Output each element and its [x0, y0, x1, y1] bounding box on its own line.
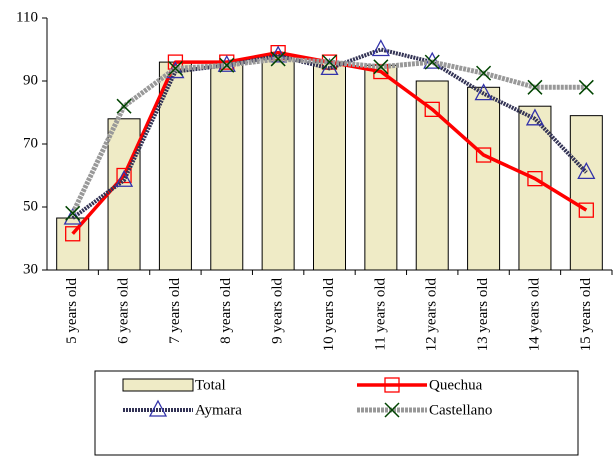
y-tick-label: 30 [23, 261, 38, 277]
line-marker [167, 60, 183, 76]
y-tick-label: 110 [16, 9, 38, 25]
bar [313, 61, 346, 271]
bar [107, 118, 141, 271]
x-tick-label: 5 years old [64, 278, 80, 344]
legend-marker [148, 399, 168, 417]
x-tick-label: 11 years old [372, 278, 388, 351]
bar [56, 217, 90, 271]
bar [518, 105, 552, 271]
line-marker [116, 167, 132, 184]
x-tick-label: 9 years old [270, 278, 286, 344]
legend-box [94, 370, 579, 456]
line-marker [527, 170, 543, 187]
line-marker [65, 226, 81, 242]
x-tick-label: 14 years old [526, 278, 542, 352]
x-tick-label: 12 years old [424, 278, 440, 352]
x-tick-label: 10 years old [321, 278, 337, 352]
line-marker [219, 57, 235, 73]
bar [261, 55, 295, 271]
bar [210, 61, 244, 271]
legend-label: Castellano [429, 402, 492, 418]
line-marker [525, 108, 545, 126]
line-marker [371, 39, 390, 57]
line-marker [321, 54, 338, 70]
y-tick-label: 50 [23, 198, 38, 214]
legend-marker [384, 377, 400, 393]
line-marker [577, 161, 596, 179]
line-marker [424, 54, 440, 70]
line-marker [476, 65, 492, 81]
bar [569, 115, 603, 271]
legend-label: Total [195, 377, 226, 393]
x-tick-label: 15 years old [578, 278, 594, 352]
line-marker [424, 101, 440, 117]
x-tick-label: 6 years old [115, 278, 131, 344]
line-marker [373, 59, 389, 75]
x-tick-label: 13 years old [475, 278, 491, 352]
line-marker [475, 147, 492, 163]
line-marker [116, 98, 132, 114]
x-tick-label: 8 years old [218, 278, 234, 344]
x-tick-label: 7 years old [167, 278, 183, 344]
line-marker [578, 202, 594, 218]
legend-label: Quechua [429, 377, 483, 393]
line-marker [474, 83, 493, 101]
legend-swatch [122, 378, 194, 392]
line-marker [527, 79, 543, 95]
bar [364, 64, 398, 271]
line-marker [114, 169, 134, 187]
line-marker [65, 205, 81, 221]
bar [467, 86, 501, 271]
line [71, 47, 588, 220]
y-tick-label: 90 [23, 72, 38, 88]
legend-label: Aymara [195, 402, 242, 418]
legend-marker [384, 402, 400, 418]
y-tick-label: 70 [23, 135, 38, 151]
line-marker [270, 51, 286, 67]
line-marker [578, 79, 594, 95]
